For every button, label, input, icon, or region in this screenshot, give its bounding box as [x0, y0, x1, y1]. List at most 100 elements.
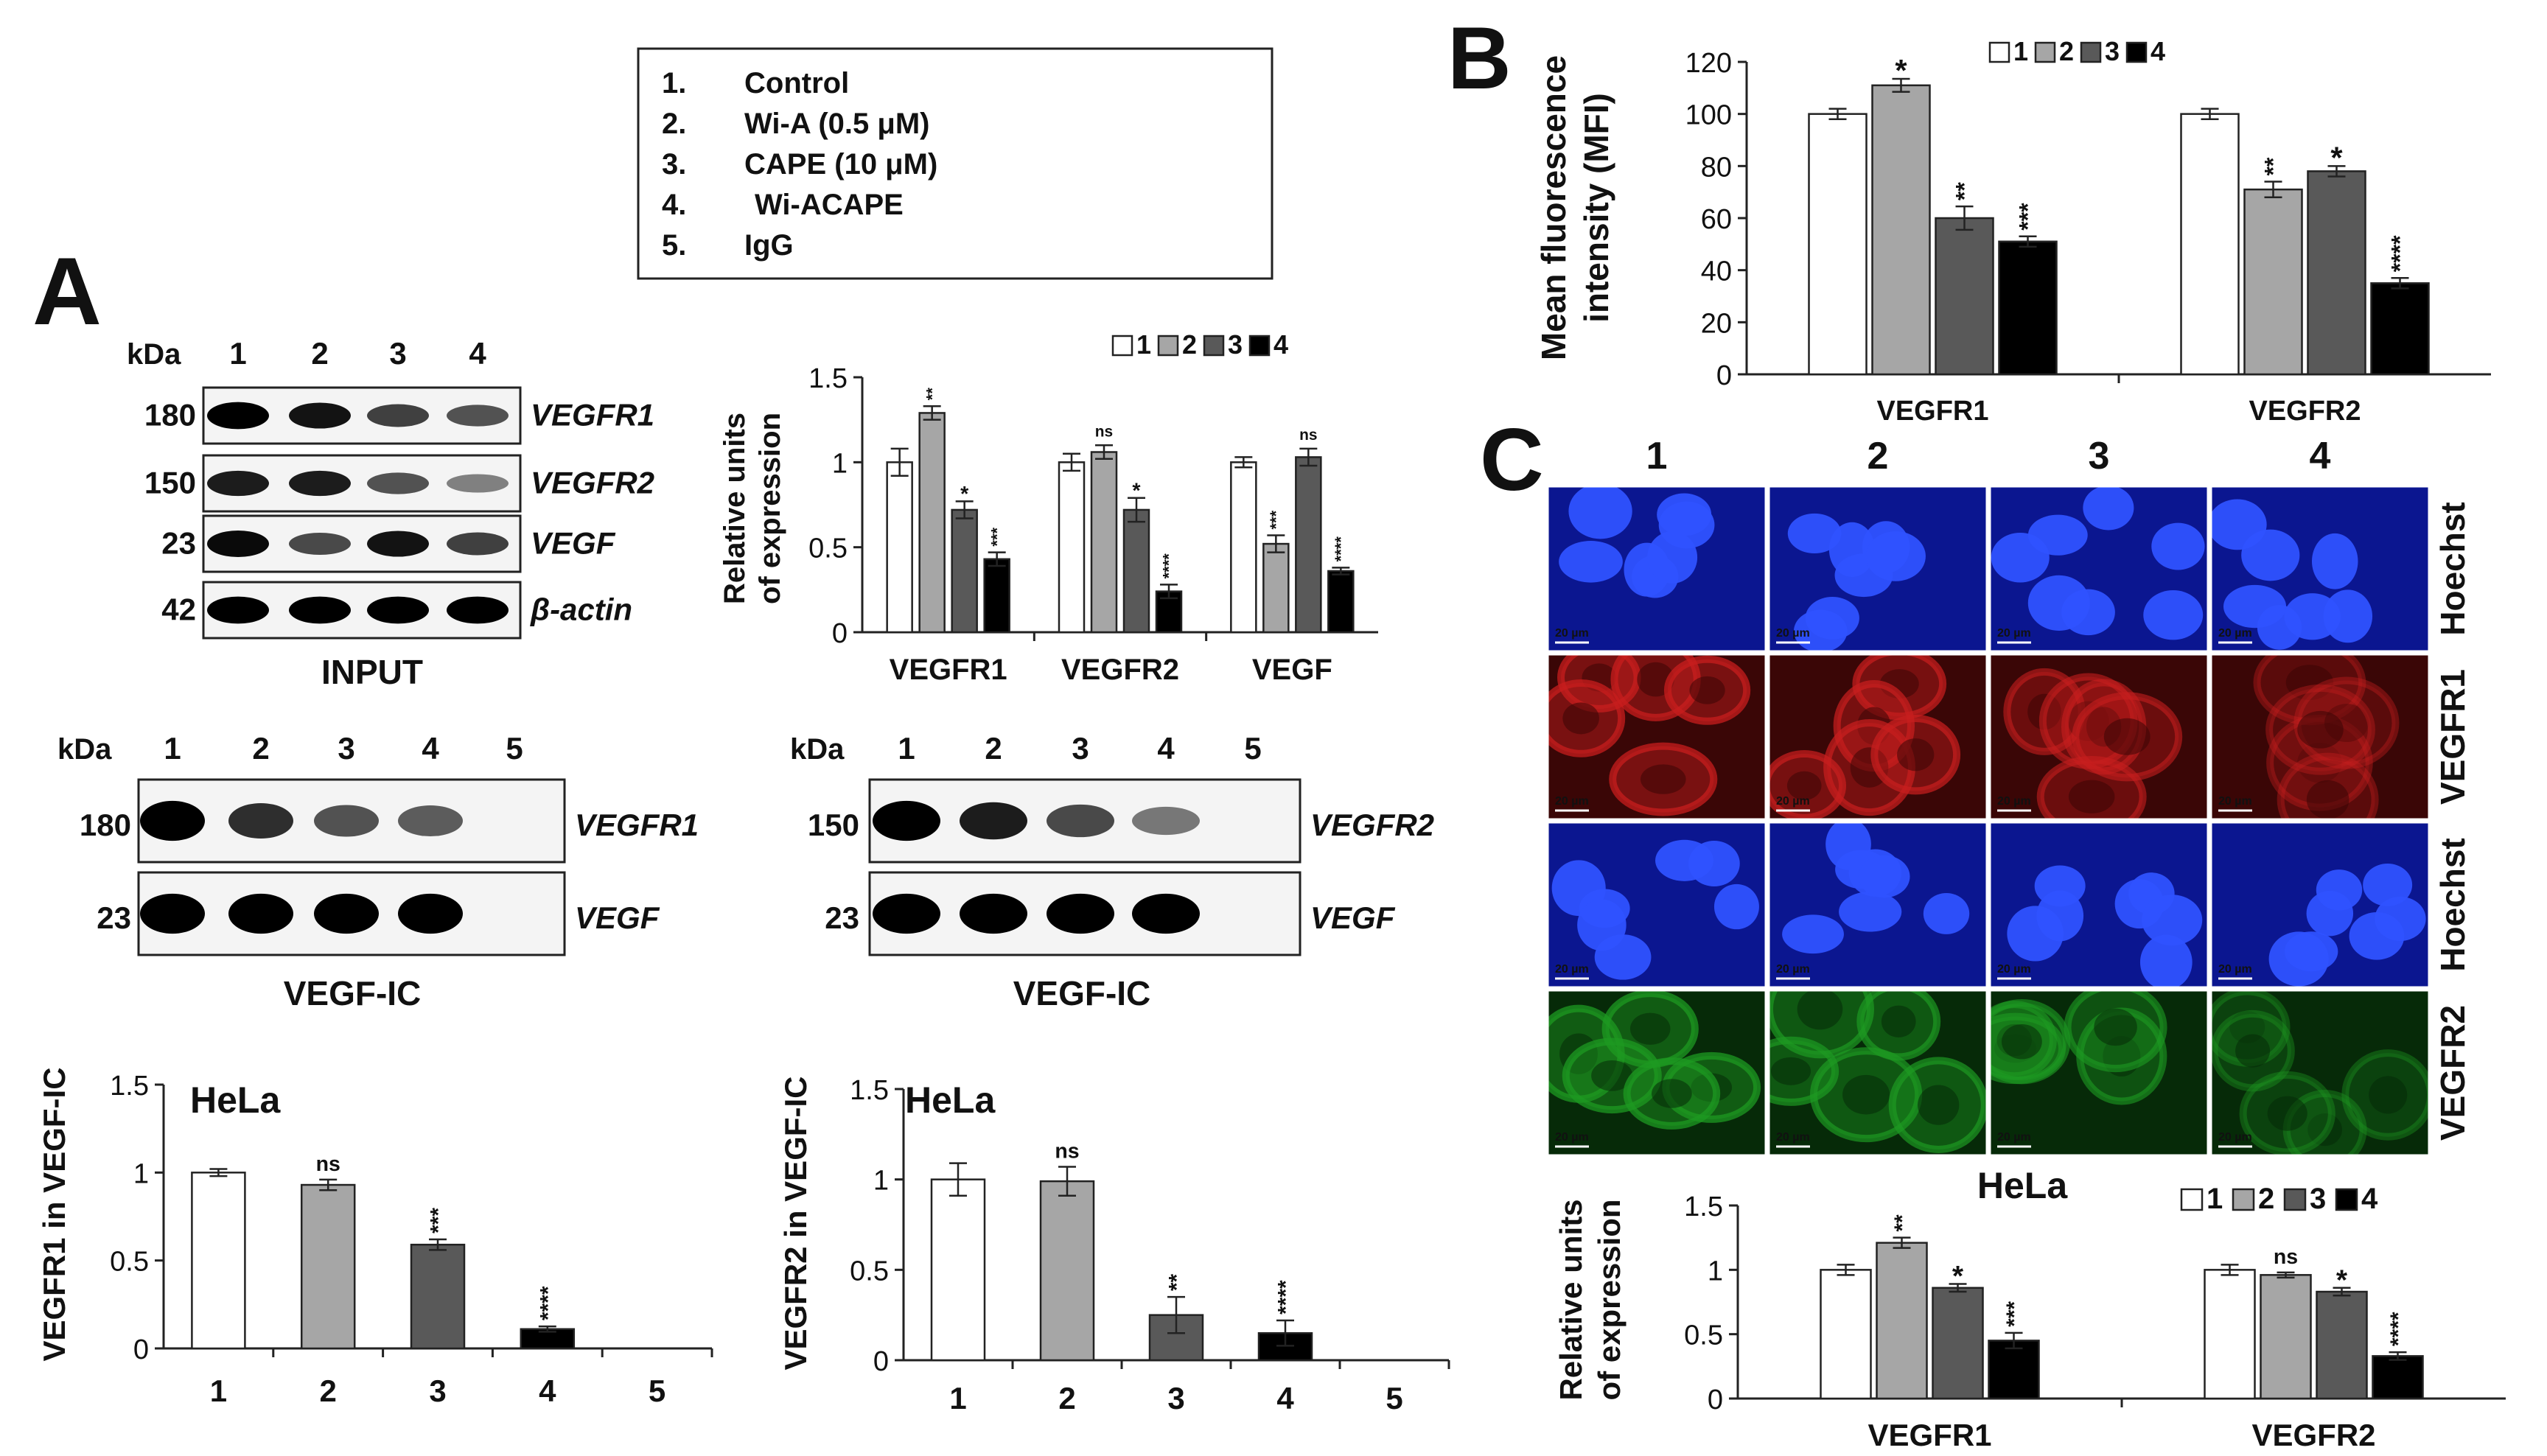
- legend-label: 1: [2207, 1183, 2223, 1215]
- nucleus: [1658, 501, 1715, 549]
- nucleus: [1713, 883, 1759, 930]
- significance-mark: ns: [2274, 1245, 2298, 1269]
- legend-label: 4: [2361, 1183, 2378, 1215]
- blot-band: [1132, 893, 1200, 934]
- blot-band: [873, 800, 940, 841]
- cell-nucleus-shadow: [2103, 718, 2151, 755]
- blot-band: [873, 893, 940, 934]
- lane-number: 4: [469, 336, 486, 371]
- bar: [886, 461, 913, 634]
- blot-band: [447, 474, 509, 493]
- microscopy-frame: [1546, 821, 1767, 989]
- y-axis-label: intensity (MFI): [1577, 93, 1615, 323]
- y-tick-label: 1.5: [1684, 1191, 1723, 1222]
- microscopy-quantification-chart: 0 0.5 1 1.5 Relative units of expression HeLa *…: [1554, 1165, 2506, 1452]
- significance-mark: **: [1890, 1214, 1915, 1232]
- nucleus: [2211, 499, 2267, 550]
- scale-bar-label: 20 µm: [2218, 627, 2252, 640]
- microscopy-frame: [1767, 653, 1988, 821]
- microscopy-frame: [1767, 989, 1988, 1157]
- y-axis-label: Mean fluorescence: [1534, 55, 1573, 360]
- microscopy-image: 20 µm: [1767, 989, 1988, 1157]
- significance-mark: ns: [1095, 423, 1113, 440]
- legend-label: 2: [2258, 1183, 2274, 1215]
- significance-mark: ****: [1160, 553, 1178, 579]
- cell-nucleus-shadow: [1591, 1060, 1633, 1091]
- legend-swatch: [1248, 335, 1271, 357]
- scale-bar-label: 20 µm: [1776, 795, 1810, 808]
- legend-number: 2.: [662, 108, 686, 140]
- y-tick-label: 1.5: [850, 1075, 889, 1106]
- significance-mark: **: [2260, 157, 2287, 175]
- microscopy-image-content: [1990, 654, 2208, 819]
- significance-mark: *: [2336, 1264, 2348, 1296]
- significance-mark: ****: [1274, 1280, 1299, 1315]
- y-tick-label: 0: [1708, 1385, 1723, 1415]
- legend-swatch: [2034, 41, 2056, 63]
- nucleus: [1568, 486, 1632, 539]
- microscopy-frame: [1767, 485, 1988, 653]
- chart-title: HeLa: [190, 1079, 281, 1121]
- microscopy-row-label: Hoechst: [2434, 838, 2472, 971]
- legend-swatch: [2080, 41, 2102, 63]
- blot-band: [289, 470, 351, 497]
- blot-band: [447, 596, 509, 624]
- vegfr2-in-ic-chart: 0 0.5 1 1.5 VEGFR2 in VEGF-IC HeLa 1 ns 2 ** 3 ****…: [778, 1075, 1450, 1415]
- legend-number: 3.: [662, 148, 686, 181]
- kda-value: 150: [808, 808, 859, 842]
- blot-band: [1047, 893, 1114, 934]
- blot-band: [960, 802, 1027, 840]
- bar: [1876, 1242, 1928, 1400]
- nucleus: [2311, 533, 2358, 589]
- y-tick-label: 0.5: [1684, 1320, 1723, 1351]
- x-category-label: VEGFR2: [2251, 1418, 2375, 1452]
- microscopy-image-content: [1990, 822, 2208, 987]
- blot-band: [960, 893, 1027, 934]
- cell-nucleus-shadow: [1640, 764, 1686, 794]
- protein-label: VEGFR2: [531, 466, 654, 500]
- x-category-label: VEGFR1: [1876, 396, 1988, 427]
- scale-bar-label: 20 µm: [1555, 627, 1589, 640]
- kda-value: 23: [825, 900, 859, 935]
- nucleus: [2027, 575, 2090, 631]
- legend-number: 4.: [662, 189, 686, 221]
- bar: [2316, 1290, 2368, 1400]
- blot-band: [207, 470, 269, 497]
- x-category-label: 5: [649, 1373, 665, 1408]
- lane-number: 2: [311, 336, 328, 371]
- significance-mark: *: [1895, 53, 1907, 88]
- nucleus: [2316, 869, 2363, 911]
- cell-nucleus-shadow: [1897, 738, 1935, 771]
- lane-number: 1: [898, 731, 915, 766]
- treatment-legend-box: 1. Control 2. Wi-A (0.5 μM) 3. CAPE (10 μM) 4.…: [637, 47, 1274, 280]
- legend-label: Wi-ACAPE: [755, 189, 904, 221]
- legend-swatch: [2232, 1188, 2255, 1211]
- lane-number: 5: [1244, 731, 1261, 766]
- bar: [983, 558, 1010, 634]
- chart-title: HeLa: [1977, 1165, 2068, 1206]
- y-axis-label: VEGFR1 in VEGF-IC: [37, 1067, 71, 1361]
- protein-label: VEGFR1: [575, 808, 699, 842]
- microscopy-frame: [1988, 653, 2209, 821]
- bar: [2372, 1355, 2424, 1400]
- legend-label: 4: [1274, 329, 1288, 360]
- x-category-label: VEGFR2: [1061, 654, 1179, 686]
- scale-bar-label: 20 µm: [2218, 963, 2252, 976]
- x-category-label: 4: [539, 1373, 556, 1408]
- legend-label: 4: [2151, 36, 2165, 66]
- microscopy-row-label: VEGFR2: [2434, 1005, 2472, 1141]
- legend-number: 5.: [662, 229, 686, 262]
- lane-number: 4: [422, 731, 439, 766]
- blot-band: [314, 893, 379, 934]
- y-tick-label: 0.5: [850, 1256, 889, 1287]
- bar: [930, 1178, 986, 1362]
- y-axis-label: of expression: [754, 413, 786, 604]
- protein-label: VEGF: [531, 526, 616, 561]
- legend-label: CAPE (10 μM): [744, 148, 937, 181]
- nucleus: [2151, 522, 2205, 570]
- legend-swatch: [1157, 335, 1179, 357]
